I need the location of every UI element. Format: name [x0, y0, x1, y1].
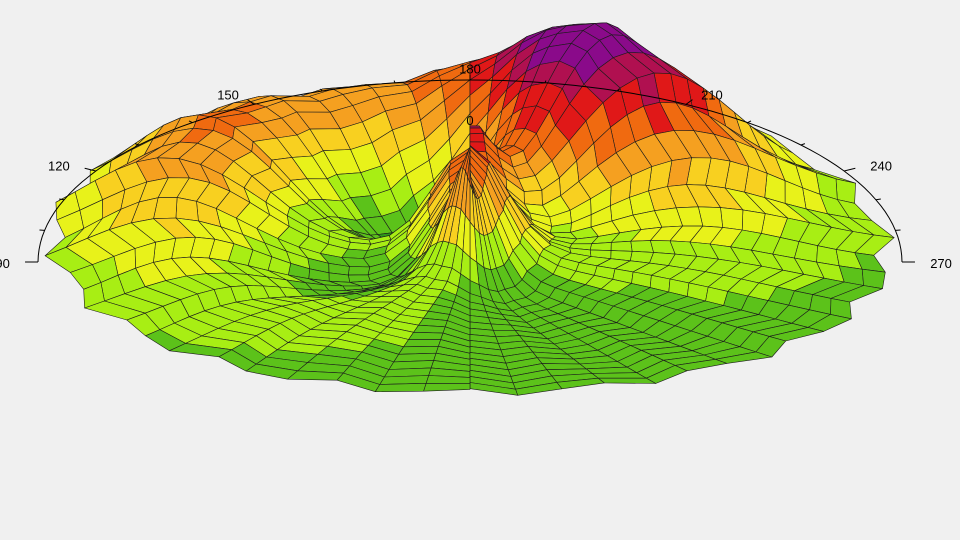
surface-cell — [591, 372, 647, 379]
azimuth-tick-label-210: 210 — [701, 87, 723, 102]
surface-cell — [720, 207, 744, 231]
major-tick — [844, 167, 856, 172]
surface-cell — [403, 339, 442, 348]
minor-tick — [188, 120, 193, 124]
surface-cell — [408, 331, 444, 340]
surface-cell — [523, 190, 543, 206]
surface-cell — [175, 197, 199, 222]
surface-cell — [423, 382, 471, 392]
surface-cell — [741, 209, 766, 234]
azimuth-tick-label-120: 120 — [48, 159, 70, 174]
minor-tick — [320, 88, 323, 92]
azimuth-tick-label-270: 270 — [930, 256, 952, 271]
minor-tick — [544, 80, 547, 83]
minor-tick — [800, 143, 806, 146]
azimuth-tick-label-150: 150 — [217, 87, 239, 102]
major-tick — [685, 99, 693, 105]
azimuth-tick-label-0: 0 — [466, 113, 473, 128]
surface-cell — [610, 240, 633, 252]
azimuth-tick-labels: 0 90 120 150 180 210 240 270 — [0, 61, 952, 271]
major-tick — [84, 167, 96, 172]
surface-cell — [347, 266, 371, 276]
surface-cell — [597, 377, 657, 384]
azimuth-tick-label-90: 90 — [0, 256, 10, 271]
surface-cell — [374, 382, 427, 393]
minor-tick — [393, 80, 396, 83]
minor-tick — [617, 88, 620, 92]
minor-tick — [134, 143, 140, 146]
major-tick — [247, 99, 255, 105]
surface-cell — [469, 127, 484, 135]
azimuth-axis — [25, 74, 915, 263]
surface-cell — [469, 133, 485, 143]
surface-cell — [413, 324, 446, 334]
azimuth-tick-label-240: 240 — [870, 159, 892, 174]
surface-cell — [589, 242, 612, 251]
surface-mesh — [44, 22, 895, 396]
surface-cell — [630, 240, 654, 253]
minor-tick — [747, 120, 752, 124]
minor-tick — [875, 198, 881, 201]
minor-tick — [59, 198, 65, 201]
azimuth-tick-label-180: 180 — [459, 61, 481, 76]
